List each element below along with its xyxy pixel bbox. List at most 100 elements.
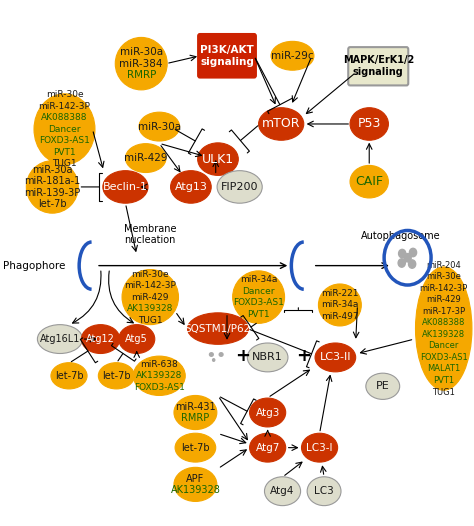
Ellipse shape <box>271 42 314 70</box>
Text: miR-181a-1: miR-181a-1 <box>24 176 81 186</box>
Text: PI3K/AKT
signaling: PI3K/AKT signaling <box>200 45 254 67</box>
Ellipse shape <box>171 170 211 203</box>
Text: ULK1: ULK1 <box>202 153 234 166</box>
Text: FIP200: FIP200 <box>221 182 258 192</box>
Text: miR-142-3P: miR-142-3P <box>419 284 468 292</box>
Ellipse shape <box>198 143 238 175</box>
Text: Autophagosome: Autophagosome <box>361 231 441 241</box>
Text: miR-30a: miR-30a <box>138 122 181 132</box>
FancyBboxPatch shape <box>348 47 408 85</box>
Text: let-7b: let-7b <box>55 371 83 381</box>
Text: Atg7: Atg7 <box>255 443 280 453</box>
Text: miR-30e: miR-30e <box>46 90 83 99</box>
Ellipse shape <box>34 94 95 165</box>
Text: LC3: LC3 <box>314 486 334 496</box>
Ellipse shape <box>98 362 135 389</box>
Text: let-7b: let-7b <box>181 443 210 453</box>
Circle shape <box>410 248 417 257</box>
Text: miR-17-3P: miR-17-3P <box>422 307 465 316</box>
Ellipse shape <box>188 313 248 345</box>
Ellipse shape <box>366 373 400 399</box>
Ellipse shape <box>233 271 284 323</box>
Text: miR-30e: miR-30e <box>131 269 169 278</box>
Ellipse shape <box>122 269 179 325</box>
Ellipse shape <box>51 362 87 389</box>
Text: Atg16L1: Atg16L1 <box>40 334 80 344</box>
Text: miR-34a: miR-34a <box>321 300 358 309</box>
Text: Dancer: Dancer <box>48 125 81 134</box>
Ellipse shape <box>217 170 262 203</box>
Text: miR-431: miR-431 <box>175 402 216 412</box>
Text: PVT1: PVT1 <box>247 310 270 319</box>
Text: RMRP: RMRP <box>181 413 210 423</box>
Text: +: + <box>235 347 250 366</box>
Text: FOXD3-AS1: FOXD3-AS1 <box>420 353 467 362</box>
Ellipse shape <box>27 161 78 213</box>
Ellipse shape <box>250 398 286 427</box>
Text: miR-30a: miR-30a <box>119 47 163 57</box>
Ellipse shape <box>307 477 341 505</box>
Text: TUG1: TUG1 <box>52 159 77 168</box>
Text: let-7b: let-7b <box>38 199 67 209</box>
Text: Dancer: Dancer <box>428 341 459 350</box>
Text: MALAT1: MALAT1 <box>427 365 460 373</box>
Text: Atg3: Atg3 <box>255 408 280 418</box>
Text: P53: P53 <box>357 117 381 130</box>
Text: miR-497: miR-497 <box>321 312 359 321</box>
Circle shape <box>399 249 406 258</box>
Text: AK139328: AK139328 <box>136 371 182 380</box>
Text: CAIF: CAIF <box>355 175 383 188</box>
Text: AK139328: AK139328 <box>171 485 220 495</box>
Text: Atg5: Atg5 <box>125 334 148 344</box>
Text: miR-30a: miR-30a <box>32 165 73 175</box>
Ellipse shape <box>133 356 185 396</box>
Ellipse shape <box>350 108 388 140</box>
Text: miR-30e: miR-30e <box>426 272 461 281</box>
Text: Atg4: Atg4 <box>270 486 295 496</box>
Ellipse shape <box>175 433 216 462</box>
Circle shape <box>404 254 411 262</box>
Text: Beclin-1: Beclin-1 <box>103 182 148 192</box>
Text: miR-429: miR-429 <box>124 153 167 163</box>
Ellipse shape <box>301 433 337 462</box>
Ellipse shape <box>118 325 155 353</box>
Text: MAPK/ErK1/2
signaling: MAPK/ErK1/2 signaling <box>343 55 414 77</box>
Text: miR-142-3P: miR-142-3P <box>38 102 91 110</box>
Text: •: • <box>209 355 216 368</box>
Text: AK139328: AK139328 <box>127 304 173 313</box>
Text: miR-34a: miR-34a <box>240 275 277 284</box>
Text: miR-384: miR-384 <box>119 58 163 69</box>
Text: let-7b: let-7b <box>102 371 131 381</box>
Ellipse shape <box>115 37 167 90</box>
Text: miR-139-3P: miR-139-3P <box>24 188 81 198</box>
Ellipse shape <box>247 343 288 372</box>
Text: AK088388: AK088388 <box>422 318 465 327</box>
Ellipse shape <box>174 467 217 501</box>
Ellipse shape <box>103 170 148 203</box>
Ellipse shape <box>174 396 217 430</box>
Text: Atg13: Atg13 <box>174 182 207 192</box>
Text: RMRP: RMRP <box>127 70 156 80</box>
Text: AK139328: AK139328 <box>422 330 465 339</box>
Ellipse shape <box>126 144 166 173</box>
Ellipse shape <box>416 267 472 390</box>
Text: NBR1: NBR1 <box>252 352 283 362</box>
Text: miR-142-3P: miR-142-3P <box>124 281 176 290</box>
Circle shape <box>409 260 416 268</box>
FancyBboxPatch shape <box>198 34 256 77</box>
Text: Membrane
nucleation: Membrane nucleation <box>124 224 176 245</box>
Ellipse shape <box>250 433 286 462</box>
Text: miR-429: miR-429 <box>426 295 461 304</box>
Text: mTOR: mTOR <box>262 117 301 130</box>
Text: miR-204: miR-204 <box>426 260 461 270</box>
Text: PE: PE <box>376 381 390 391</box>
Text: AK088388: AK088388 <box>41 113 88 122</box>
Text: Dancer: Dancer <box>242 287 275 296</box>
Text: FOXD3-AS1: FOXD3-AS1 <box>134 383 185 392</box>
Ellipse shape <box>82 325 120 353</box>
Text: miR-429: miR-429 <box>131 292 169 301</box>
Ellipse shape <box>350 165 388 198</box>
Text: PVT1: PVT1 <box>433 376 454 385</box>
Text: miR-221: miR-221 <box>321 289 359 298</box>
Text: Atg12: Atg12 <box>86 334 115 344</box>
